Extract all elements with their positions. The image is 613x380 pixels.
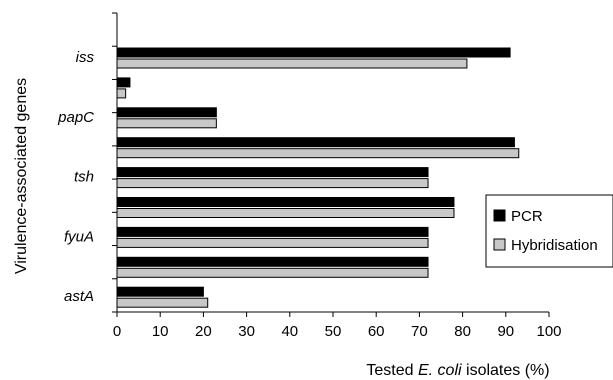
x-tick-label-40: 40 [281,323,298,340]
legend-swatch-pcr [493,209,506,222]
x-tick-labels: 0 10 20 30 40 50 60 70 80 90 100 [113,323,562,340]
x-tick-label-90: 90 [497,323,514,340]
x-axis-title-suffix: isolates (%) [462,362,550,379]
category-label-tsh: tsh [74,169,94,186]
category-label-astA: astA [64,288,94,305]
x-axis-title-prefix: Tested [366,362,418,379]
x-tick-label-10: 10 [152,323,169,340]
bar-hybridisation-0 [116,58,468,69]
bar-pcr-1 [116,77,131,88]
x-axis-title-organism: E. coli [418,362,462,379]
bar-pcr-4 [116,167,429,178]
x-tick-label-20: 20 [195,323,212,340]
x-axis-title: Tested E. coli isolates (%) [366,362,549,379]
bar-pcr-5 [116,197,455,207]
axes-group [112,12,550,317]
legend-label-pcr: PCR [511,208,543,225]
legend: PCR Hybridisation [485,194,613,268]
bar-pcr-8 [116,286,204,297]
bar-pcr-7 [116,256,429,267]
bar-hybridisation-4 [116,178,429,189]
legend-swatch-hybridisation [493,238,506,251]
bar-pcr-0 [116,47,511,58]
bar-hybridisation-7 [116,267,429,278]
y-axis-title: Virulence-associated genes [13,78,30,274]
category-label-papC: papC [57,109,94,126]
bar-hybridisation-1 [116,88,127,99]
x-tick-label-100: 100 [536,323,561,340]
x-tick-label-50: 50 [325,323,342,340]
bar-hybridisation-8 [116,297,209,308]
x-tick-label-60: 60 [368,323,385,340]
legend-frame [485,194,613,268]
x-tick-label-30: 30 [238,323,255,340]
bar-pcr-6 [116,226,429,237]
bar-pcr-2 [116,107,217,118]
bar-hybridisation-3 [116,148,520,159]
category-labels: iss papC tsh fyuA astA [57,49,94,305]
x-tick-label-70: 70 [411,323,428,340]
x-tick-label-0: 0 [113,323,121,340]
x-tick-label-80: 80 [454,323,471,340]
category-label-iss: iss [76,49,95,66]
bar-pcr-3 [116,137,515,148]
legend-label-hybridisation: Hybridisation [511,237,598,254]
bar-hybridisation-6 [116,237,429,248]
bar-hybridisation-2 [116,118,217,129]
category-label-fyuA: fyuA [64,228,94,245]
bars-group [116,47,520,308]
bar-hybridisation-5 [116,208,455,218]
